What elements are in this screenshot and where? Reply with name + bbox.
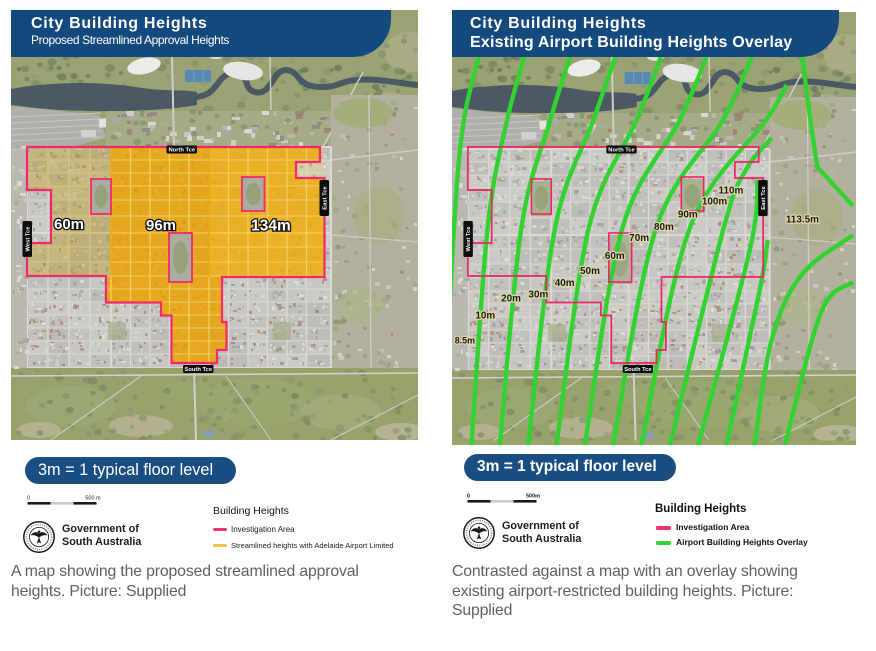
svg-text:70m: 70m <box>629 233 649 244</box>
svg-text:40m: 40m <box>555 278 575 289</box>
svg-text:30m: 30m <box>528 289 548 300</box>
svg-text:80m: 80m <box>654 222 674 233</box>
svg-text:50m: 50m <box>580 266 600 277</box>
svg-text:South Tce: South Tce <box>184 367 212 373</box>
svg-text:134m: 134m <box>251 218 291 235</box>
svg-text:500 m: 500 m <box>85 496 101 502</box>
svg-text:10m: 10m <box>475 310 495 321</box>
svg-text:West Tce: West Tce <box>25 226 31 252</box>
svg-text:96m: 96m <box>146 217 176 234</box>
svg-text:500m: 500m <box>526 494 540 500</box>
svg-text:100m: 100m <box>702 196 728 207</box>
svg-text:20m: 20m <box>501 293 521 304</box>
svg-text:East Tce: East Tce <box>322 186 328 210</box>
svg-text:North Tce: North Tce <box>168 148 195 154</box>
svg-text:0: 0 <box>27 496 30 502</box>
svg-text:West Tce: West Tce <box>466 226 472 252</box>
svg-text:East Tce: East Tce <box>761 186 767 210</box>
svg-text:90m: 90m <box>678 209 698 220</box>
svg-text:60m: 60m <box>605 251 625 262</box>
svg-text:8.5m: 8.5m <box>455 335 475 345</box>
svg-text:0: 0 <box>467 494 470 500</box>
svg-text:North Tce: North Tce <box>608 147 635 153</box>
svg-text:110m: 110m <box>719 185 744 196</box>
svg-text:South Tce: South Tce <box>624 367 652 373</box>
svg-text:60m: 60m <box>54 216 84 233</box>
svg-text:113.5m: 113.5m <box>786 214 819 225</box>
